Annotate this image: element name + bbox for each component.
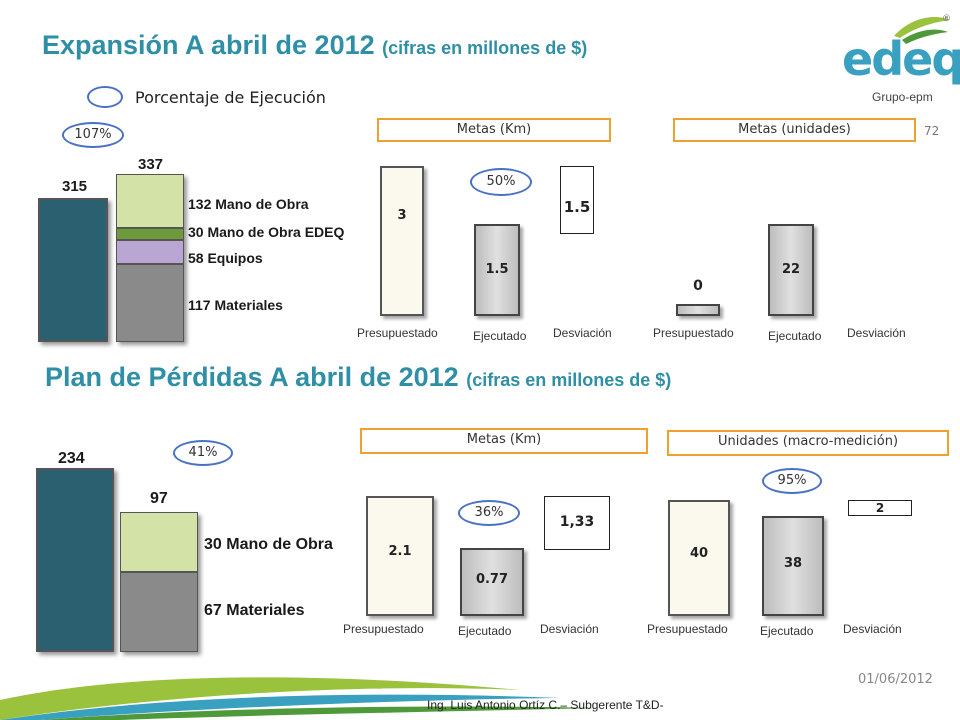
- category-presupuestado: Presupuestado: [647, 622, 728, 636]
- stack-executed-perdidas: [120, 512, 198, 652]
- bar-ejecutado-km-perdidas: [460, 548, 524, 616]
- logo-text: edeq: [842, 32, 960, 86]
- page-number: 72: [924, 124, 940, 138]
- header-metas-km-perdidas: Metas (Km): [360, 428, 648, 454]
- header-unidades-macro: Unidades (macro-medición): [667, 430, 949, 456]
- bar-label-executed-perdidas: 97: [150, 490, 168, 507]
- percent-badge-expansion: 107%: [62, 122, 124, 148]
- category-ejecutado: Ejecutado: [760, 624, 814, 638]
- category-presupuestado: Presupuestado: [357, 326, 438, 340]
- percent-badge-perdidas: 41%: [173, 440, 233, 466]
- footer-author: Ing. Luis Antonio Ortíz C.– Subgerente T…: [427, 698, 664, 712]
- category-presupuestado: Presupuestado: [653, 326, 734, 340]
- category-ejecutado: Ejecutado: [458, 624, 512, 638]
- stack-label-equipos: 58 Equipos: [188, 250, 263, 266]
- value-desviacion-unidades-macro: 2: [875, 501, 885, 515]
- value-presupuestado-unidades: 0: [693, 278, 703, 294]
- value-ejecutado-km-perdidas: 0.77: [475, 572, 509, 587]
- box-desviacion-unidades-macro: [848, 500, 912, 516]
- title-main: Expansión A abril de 2012: [42, 30, 375, 60]
- bar-ejecutado-unidades-macro: [762, 516, 824, 616]
- bar-label-executed-expansion: 337: [138, 156, 164, 173]
- percent-badge-unidades-macro: 95%: [762, 468, 822, 494]
- stack-label-mano-obra: 30 Mano de Obra: [204, 536, 333, 553]
- value-ejecutado-unidades-macro: 38: [783, 556, 803, 571]
- value-presupuestado-km-perdidas: 2.1: [388, 544, 412, 559]
- title2-sub: (cifras en millones de $): [466, 370, 672, 390]
- legend-ellipse-icon: [87, 86, 123, 108]
- box-desviacion-km-perdidas: [544, 496, 610, 550]
- header-metas-km-expansion: Metas (Km): [377, 118, 611, 142]
- logo-subtext: Grupo-epm: [872, 90, 933, 104]
- segment-equipos: [116, 240, 184, 264]
- value-desviacion-km-perdidas: 1,33: [559, 514, 595, 530]
- bar-ejecutado-km-expansion: [474, 224, 520, 316]
- bar-presupuestado-unidades: [676, 304, 720, 316]
- category-desviacion: Desviación: [843, 622, 902, 636]
- bar-budget-perdidas: [36, 468, 114, 652]
- stack-label-mano-obra-edeq: 30 Mano de Obra EDEQ: [188, 224, 345, 240]
- section-title-perdidas: Plan de Pérdidas A abril de 2012 (cifras…: [45, 362, 671, 393]
- category-desviacion: Desviación: [847, 326, 906, 340]
- bar-presupuestado-km-expansion: [380, 166, 424, 316]
- bar-label-budget-expansion: 315: [62, 178, 88, 195]
- bar-ejecutado-unidades: [768, 224, 814, 316]
- logo-registered: ®: [942, 14, 951, 24]
- segment-mano-obra: [120, 512, 198, 572]
- value-ejecutado-km-expansion: 1.5: [485, 262, 509, 277]
- bar-label-budget-perdidas: 234: [58, 450, 85, 467]
- category-presupuestado: Presupuestado: [343, 622, 424, 636]
- bar-presupuestado-unidades-macro: [668, 500, 730, 616]
- percent-badge-metas-km-perdidas: 36%: [458, 500, 520, 526]
- header-metas-unidades: Metas (unidades): [673, 118, 916, 142]
- value-desviacion-km-expansion: 1.5: [563, 198, 591, 216]
- category-ejecutado: Ejecutado: [768, 329, 822, 343]
- segment-mano-obra-edeq: [116, 228, 184, 240]
- value-presupuestado-km-expansion: 3: [397, 208, 407, 223]
- stack-label-materiales: 117 Materiales: [188, 297, 283, 313]
- stack-label-mano-obra: 132 Mano de Obra: [188, 196, 309, 212]
- bar-presupuestado-km-perdidas: [366, 496, 434, 616]
- percent-badge-metas-km-expansion: 50%: [470, 168, 532, 196]
- category-desviacion: Desviación: [540, 622, 599, 636]
- category-desviacion: Desviación: [553, 326, 612, 340]
- bar-budget-expansion: [38, 198, 108, 342]
- segment-materiales: [120, 572, 198, 652]
- title2-main: Plan de Pérdidas A abril de 2012: [45, 362, 459, 392]
- legend-label: Porcentaje de Ejecución: [135, 88, 326, 107]
- value-presupuestado-unidades-macro: 40: [689, 546, 709, 561]
- slide-date: 01/06/2012: [858, 672, 933, 687]
- logo-leaf-icon: [894, 17, 950, 44]
- segment-mano-obra: [116, 174, 184, 228]
- box-desviacion-km-expansion: [560, 166, 594, 234]
- title-sub: (cifras en millones de $): [382, 38, 588, 58]
- value-ejecutado-unidades: 22: [781, 262, 801, 277]
- edeq-logo: edeq ® Grupo-epm: [842, 14, 960, 104]
- stack-label-materiales: 67 Materiales: [204, 602, 305, 619]
- footer-swoosh-icon: [0, 677, 600, 720]
- segment-materiales: [116, 264, 184, 342]
- stack-executed-expansion: [116, 174, 184, 342]
- category-ejecutado: Ejecutado: [473, 329, 527, 343]
- page-title: Expansión A abril de 2012 (cifras en mil…: [42, 30, 587, 61]
